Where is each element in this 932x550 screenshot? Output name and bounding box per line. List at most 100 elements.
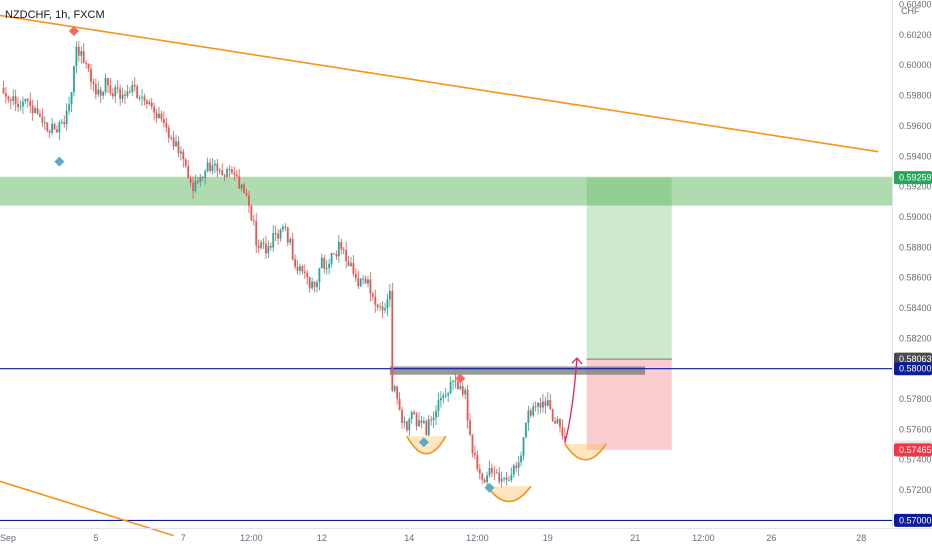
candle-body xyxy=(124,94,126,96)
candle-body xyxy=(515,465,518,468)
candle-body xyxy=(517,462,520,468)
candle-body xyxy=(546,399,549,406)
candle-body xyxy=(282,226,284,230)
candle-body xyxy=(449,381,452,394)
candle-body xyxy=(39,113,41,117)
x-tick-label: 19 xyxy=(543,533,553,543)
candle-body xyxy=(316,282,318,288)
candle-body xyxy=(491,467,493,473)
candle-body xyxy=(63,121,66,125)
y-tick-label: 0.57200 xyxy=(899,485,932,495)
candle-body xyxy=(148,102,151,105)
candle-body xyxy=(228,169,231,171)
y-tick-label: 0.59400 xyxy=(899,151,932,161)
candle-body xyxy=(388,290,391,300)
candle-body xyxy=(544,401,547,406)
candle-body xyxy=(291,238,294,260)
y-axis[interactable]: CHF 0.60400 0.60200 0.60000 0.59800 0.59600 0… xyxy=(892,0,932,528)
pivot-low-marker xyxy=(484,482,495,493)
y-tick-label: 0.59800 xyxy=(899,91,932,101)
x-tick-label: 21 xyxy=(630,533,640,543)
candle-body xyxy=(345,250,348,262)
y-tick-label: 0.60200 xyxy=(899,30,932,40)
candle-body xyxy=(464,389,467,395)
candle-body xyxy=(179,151,182,154)
candle-body xyxy=(12,96,15,101)
candle-body xyxy=(260,242,262,248)
candle-body xyxy=(422,420,425,423)
candle-body xyxy=(311,281,314,289)
candle-body xyxy=(102,91,105,96)
candle-body xyxy=(238,176,241,189)
candle-body xyxy=(92,81,95,85)
candle-body xyxy=(170,137,173,139)
entry-band xyxy=(389,366,646,375)
candle-body xyxy=(233,172,236,175)
candle-body xyxy=(440,397,442,401)
candle-body xyxy=(301,266,304,272)
x-tick-label: 28 xyxy=(856,533,866,543)
candle-body xyxy=(420,420,423,423)
candle-body xyxy=(452,380,454,382)
x-axis[interactable]: Sep 5 7 12:00 12 14 12:00 19 21 12:00 26 28 xyxy=(0,528,932,544)
candle-body xyxy=(68,104,71,111)
candle-body xyxy=(318,268,321,283)
chart-title: NZDCHF, 1h, FXCM xyxy=(5,9,105,21)
candle-body xyxy=(48,130,51,133)
candle-body xyxy=(563,435,566,439)
candle-body xyxy=(272,233,275,248)
candle-body xyxy=(437,400,440,411)
candle-body xyxy=(187,165,190,178)
pivot-low-marker xyxy=(54,156,65,167)
candle-body xyxy=(226,169,228,177)
candle-body xyxy=(551,409,554,421)
candle-body xyxy=(46,122,49,131)
price-badge xyxy=(894,513,932,527)
candle-body xyxy=(243,184,245,193)
candle-body xyxy=(391,290,394,391)
candle-body xyxy=(175,141,177,147)
candle-body xyxy=(80,51,83,56)
candle-body xyxy=(262,242,265,244)
candle-body xyxy=(495,472,498,474)
y-tick-label: 0.57600 xyxy=(899,424,932,434)
candle-body xyxy=(126,91,129,96)
candle-body xyxy=(459,386,462,390)
candle-body xyxy=(114,87,117,97)
candle-body xyxy=(216,163,219,171)
candle-body xyxy=(131,84,134,93)
y-tick-label: 0.58200 xyxy=(899,333,932,343)
candle-body xyxy=(136,86,139,99)
candle-body xyxy=(286,227,289,243)
price-badge-label: 0.58000 xyxy=(899,364,932,374)
candle-body xyxy=(498,472,501,482)
candle-body xyxy=(357,278,360,287)
candle-body xyxy=(90,68,92,82)
pivot-high-marker xyxy=(455,373,466,384)
candle-body xyxy=(393,386,396,391)
candle-body xyxy=(214,163,216,166)
candle-body xyxy=(529,410,532,416)
candle-body xyxy=(17,103,19,108)
candle-body xyxy=(145,100,148,105)
candle-body xyxy=(299,266,301,271)
candle-body xyxy=(267,246,270,254)
price-badge-label: 0.58063 xyxy=(899,354,932,364)
candle-body xyxy=(24,98,27,102)
candle-body xyxy=(410,412,413,419)
candle-body xyxy=(206,162,209,172)
candle-body xyxy=(303,271,306,273)
candle-body xyxy=(537,402,539,407)
candle-body xyxy=(376,304,379,308)
candle-body xyxy=(51,123,53,133)
candle-body xyxy=(138,97,141,99)
candle-body xyxy=(231,169,233,173)
candle-body xyxy=(104,78,107,92)
candle-body xyxy=(133,84,136,87)
candle-body xyxy=(483,479,486,483)
arrow-shaft xyxy=(564,358,578,444)
candle-body xyxy=(14,96,17,104)
candle-body xyxy=(128,91,131,93)
candle-body xyxy=(471,434,474,454)
